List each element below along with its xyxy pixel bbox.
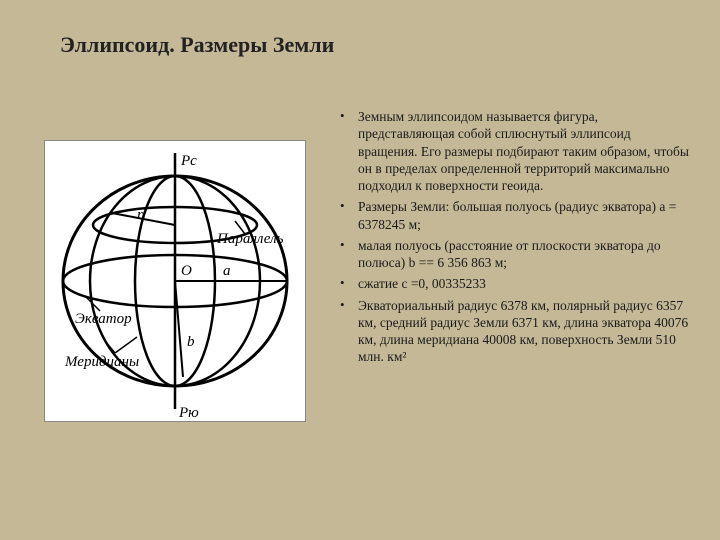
bullet-4: сжатие с =0, 00335233 — [330, 275, 690, 292]
ellipsoid-diagram: Рс Рю О а b r Параллель Экватор Меридиан… — [44, 140, 306, 422]
slide: Эллипсоид. Размеры Земли Рс Рю О а — [0, 0, 720, 540]
label-r: r — [137, 207, 143, 223]
bullet-3: малая полуось (расстояние от плоскости э… — [330, 237, 690, 272]
diagram-svg: Рс Рю О а b r Параллель Экватор Меридиан… — [45, 141, 305, 421]
bullet-2: Размеры Земли: большая полуось (радиус э… — [330, 198, 690, 233]
text-content: Земным эллипсоидом называется фигура, пр… — [330, 108, 690, 370]
label-center: О — [181, 263, 192, 279]
bullet-1: Земным эллипсоидом называется фигура, пр… — [330, 108, 690, 194]
label-semi-b: b — [187, 334, 195, 350]
slide-title: Эллипсоид. Размеры Земли — [60, 32, 334, 58]
label-semi-a: а — [223, 263, 231, 279]
label-meridians: Меридианы — [64, 354, 139, 370]
label-equator: Экватор — [75, 311, 132, 327]
bullet-5: Экваториальный радиус 6378 км, полярный … — [330, 297, 690, 366]
bullet-list: Земным эллипсоидом называется фигура, пр… — [330, 108, 690, 366]
label-pole-n: Рс — [180, 153, 197, 169]
label-pole-s: Рю — [178, 405, 199, 421]
label-parallel: Параллель — [216, 231, 284, 247]
